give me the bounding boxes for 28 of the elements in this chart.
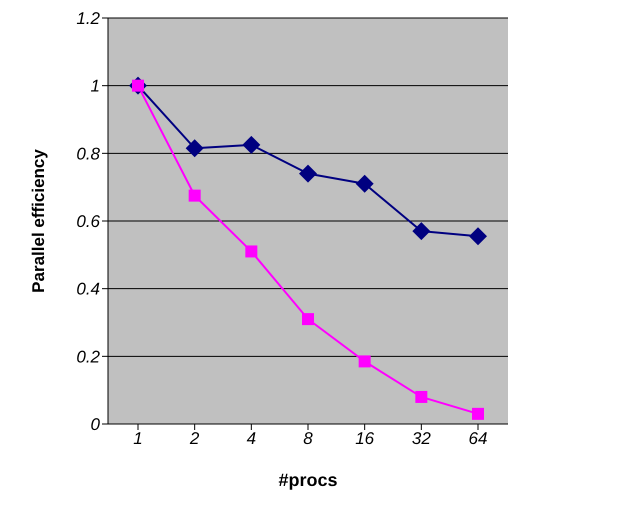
y-axis-title: Parallel efficiency <box>29 148 48 293</box>
point <box>302 313 314 326</box>
x-tick-label: 4 <box>246 429 256 448</box>
point <box>415 390 428 403</box>
point <box>356 174 374 193</box>
y-tick-label: 1 <box>90 76 100 96</box>
x-tick-label: 32 <box>412 429 432 448</box>
point <box>469 227 487 246</box>
point <box>245 245 258 258</box>
x-tick-label: 8 <box>303 429 314 448</box>
y-tick-label: 0.4 <box>76 280 100 299</box>
y-tick-label: 0 <box>90 415 101 434</box>
x-tick-label: 2 <box>188 429 200 448</box>
point <box>186 139 204 158</box>
point <box>358 355 371 368</box>
y-tick-label: 1.2 <box>76 9 101 28</box>
x-tick-label: 64 <box>468 429 488 448</box>
point <box>188 190 201 202</box>
point <box>412 222 430 240</box>
y-tick-label: 0.2 <box>76 347 101 366</box>
point <box>299 164 317 183</box>
x-tick-label: 16 <box>355 429 375 448</box>
x-tick-label: 1 <box>133 429 143 448</box>
y-tick-label: 0.6 <box>76 212 101 232</box>
point <box>472 408 484 420</box>
x-axis-title: #procs <box>278 470 338 490</box>
y-tick-label: 0.8 <box>76 144 101 164</box>
point <box>242 136 260 154</box>
